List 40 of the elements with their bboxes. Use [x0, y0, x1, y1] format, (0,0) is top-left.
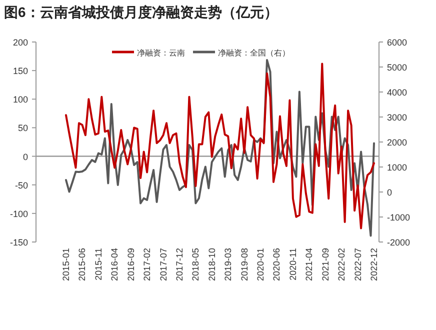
y2-tick-label: 2000 [387, 138, 408, 148]
x-tick-label: 2022-02 [336, 248, 347, 282]
x-tick-label: 2019-03 [223, 248, 234, 282]
x-tick-label: 2021-09 [320, 248, 330, 282]
x-tick-label: 2015-11 [93, 248, 104, 280]
y-tick-label: 150 [12, 66, 28, 76]
y-tick-label: 0 [22, 152, 28, 162]
x-tick-label: 2018-10 [206, 248, 217, 282]
x-tick-label: 2020-06 [272, 248, 282, 282]
x-tick-label: 2022-07 [352, 248, 363, 282]
x-tick-label: 2021-04 [304, 248, 314, 282]
y2-tick-label: -1000 [387, 212, 410, 222]
x-tick-label: 2019-08 [239, 248, 250, 282]
y-tick-label: 200 [12, 38, 28, 48]
y2-tick-label: 6000 [387, 38, 408, 48]
x-tick-label: 2016-09 [126, 248, 136, 282]
y2-tick-label: -2000 [387, 238, 410, 248]
y2-tick-label: 3000 [387, 112, 408, 122]
chart-title: 图6：云南省城投债月度净融资走势（亿元） [4, 4, 278, 20]
x-tick-label: 2015-01 [61, 248, 71, 282]
y2-tick-label: 5000 [387, 62, 408, 72]
y-tick-label: -100 [10, 208, 28, 219]
x-tick-label: 2017-12 [174, 248, 184, 282]
y-tick-label: 100 [12, 94, 28, 105]
x-tick-label: 2018-05 [190, 248, 201, 282]
y2-tick-label: 1000 [387, 162, 408, 172]
x-tick-label: 2016-04 [110, 248, 120, 282]
legend-label: 净融资：全国（右） [218, 48, 290, 58]
y-tick-label: 50 [18, 123, 28, 134]
x-tick-label: 2020-01 [256, 248, 266, 282]
x-tick-label: 2022-12 [369, 248, 379, 282]
x-tick-label: 2017-02 [142, 248, 152, 282]
y2-tick-label: 0 [387, 188, 392, 198]
x-tick-label: 2017-07 [158, 248, 168, 282]
y-tick-label: -150 [10, 238, 28, 248]
legend-label: 净融资：云南 [137, 48, 185, 58]
x-tick-label: 2020-11 [288, 248, 298, 280]
x-tick-label: 2015-06 [77, 248, 88, 282]
y2-tick-label: 4000 [387, 88, 408, 98]
y-tick-label: -50 [14, 180, 28, 190]
